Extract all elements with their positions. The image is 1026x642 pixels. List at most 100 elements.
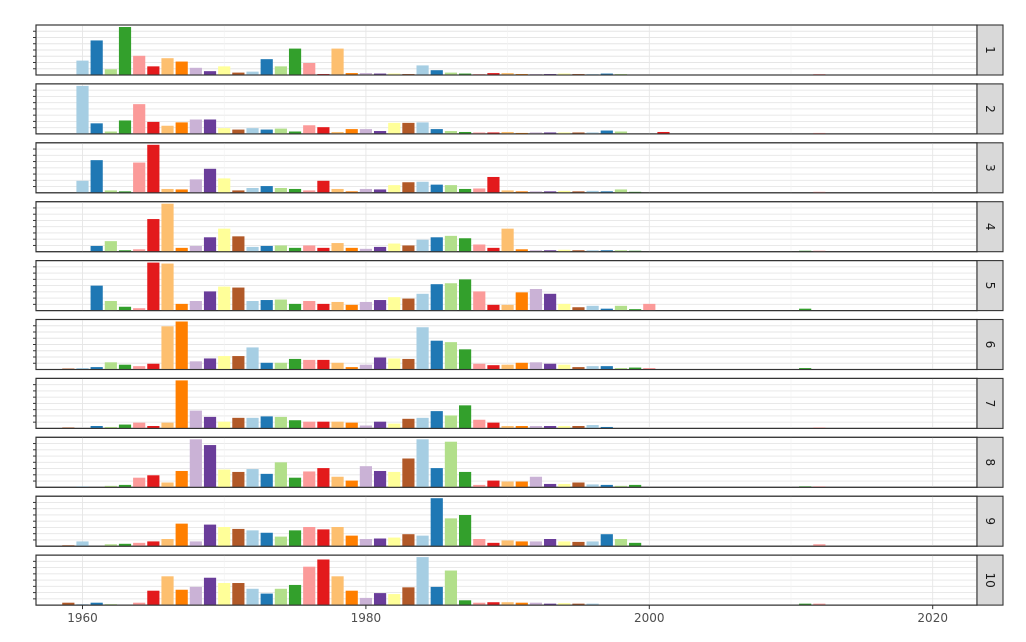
facet-strip-label: 7 xyxy=(983,400,997,408)
facet-strip xyxy=(976,436,1004,488)
bar-9-1984 xyxy=(416,535,429,547)
facet-panel-10: 10 xyxy=(33,554,1004,606)
bar-6-1978 xyxy=(331,362,344,370)
bar-7-1964 xyxy=(133,422,146,429)
bar-5-1973 xyxy=(260,300,273,311)
bar-8-1995 xyxy=(572,482,585,488)
bar-9-1978 xyxy=(331,527,344,547)
bar-7-1980 xyxy=(359,425,372,429)
bar-7-1967 xyxy=(175,380,188,429)
bar-5-1992 xyxy=(529,289,543,311)
bar-8-1996 xyxy=(586,484,599,488)
bar-3-1966 xyxy=(161,188,174,193)
bar-6-1968 xyxy=(189,361,202,370)
bar-5-1967 xyxy=(175,303,188,311)
bar-5-1986 xyxy=(444,283,458,311)
bar-6-1963 xyxy=(118,364,132,370)
bar-2-1961 xyxy=(90,123,103,134)
bar-6-1973 xyxy=(260,362,273,370)
bar-2-1965 xyxy=(147,121,160,134)
bar-5-1983 xyxy=(402,298,415,311)
bar-2-1971 xyxy=(232,129,245,134)
bar-10-1964 xyxy=(133,602,146,606)
bar-5-1998 xyxy=(614,305,628,311)
bar-10-1976 xyxy=(303,566,316,606)
bar-5-1969 xyxy=(203,291,217,311)
bar-3-1987 xyxy=(458,188,472,193)
facet-panel-6: 6 xyxy=(33,318,1004,371)
bars xyxy=(90,203,826,252)
bar-6-1965 xyxy=(147,363,160,370)
bar-8-1965 xyxy=(147,475,160,488)
bar-9-1968 xyxy=(189,541,202,547)
bar-4-1978 xyxy=(331,243,344,252)
bar-1-1962 xyxy=(104,69,117,75)
bar-2-1969 xyxy=(203,119,217,134)
bar-7-1994 xyxy=(558,426,571,429)
bar-3-1961 xyxy=(90,160,103,193)
bar-6-1977 xyxy=(317,359,330,370)
bar-2-1981 xyxy=(373,131,387,134)
bar-2-2001 xyxy=(657,131,670,134)
bar-9-1980 xyxy=(359,539,372,547)
bars xyxy=(76,439,826,488)
bar-8-1998 xyxy=(614,485,628,488)
bar-9-1963 xyxy=(118,543,132,547)
bar-5-1988 xyxy=(473,291,486,311)
bars xyxy=(62,557,826,606)
bar-5-1968 xyxy=(189,301,202,311)
bar-3-1976 xyxy=(303,190,316,193)
bar-9-1998 xyxy=(614,539,628,547)
bar-7-1991 xyxy=(515,426,528,429)
facet-strip xyxy=(976,142,1004,194)
bar-3-1979 xyxy=(345,191,358,193)
bar-8-1964 xyxy=(133,477,146,488)
bar-6-2000 xyxy=(643,368,656,370)
bar-8-1973 xyxy=(260,473,273,488)
bar-1-1960 xyxy=(76,60,89,75)
bar-9-1997 xyxy=(600,534,613,547)
bar-10-1981 xyxy=(373,593,387,606)
facet-strip-label: 10 xyxy=(983,572,997,587)
facet-strip xyxy=(976,495,1004,547)
bar-7-1992 xyxy=(529,426,543,429)
bar-8-1982 xyxy=(388,471,401,488)
bar-3-1994 xyxy=(558,190,571,193)
bar-2-1960 xyxy=(76,85,89,134)
bar-5-1972 xyxy=(246,301,259,311)
bar-4-1966 xyxy=(161,203,174,252)
bar-4-1980 xyxy=(359,248,372,252)
bar-5-1997 xyxy=(600,308,613,311)
bar-9-1982 xyxy=(388,537,401,547)
bar-6-1979 xyxy=(345,367,358,370)
bar-9-1994 xyxy=(558,541,571,547)
bar-1-1963 xyxy=(118,27,132,75)
bar-2-1967 xyxy=(175,122,188,134)
facet-strip xyxy=(976,83,1004,135)
facet-strip xyxy=(976,260,1004,312)
bar-8-1983 xyxy=(402,458,415,488)
bar-7-1966 xyxy=(161,422,174,429)
facet-strip xyxy=(976,201,1004,253)
bar-1-1986 xyxy=(444,72,458,75)
bar-6-1980 xyxy=(359,364,372,370)
bar-6-1981 xyxy=(373,357,387,370)
bar-8-1970 xyxy=(218,469,231,488)
bar-10-1989 xyxy=(487,602,500,606)
bar-6-1964 xyxy=(133,366,146,370)
bar-8-1968 xyxy=(189,439,202,488)
bar-2-1998 xyxy=(614,131,628,134)
bar-6-1992 xyxy=(529,362,543,370)
bar-2-1975 xyxy=(288,131,302,134)
bar-7-1990 xyxy=(501,426,514,429)
bar-4-1984 xyxy=(416,239,429,252)
x-axis: 1960 1980 2000 2020 xyxy=(67,605,948,625)
bar-10-1974 xyxy=(274,588,287,606)
bar-6-1983 xyxy=(402,358,415,370)
bar-5-1999 xyxy=(629,309,642,311)
bar-2-1983 xyxy=(402,122,415,134)
bar-9-1999 xyxy=(629,542,642,547)
bar-2-1976 xyxy=(303,125,316,134)
bar-8-1963 xyxy=(118,484,132,488)
